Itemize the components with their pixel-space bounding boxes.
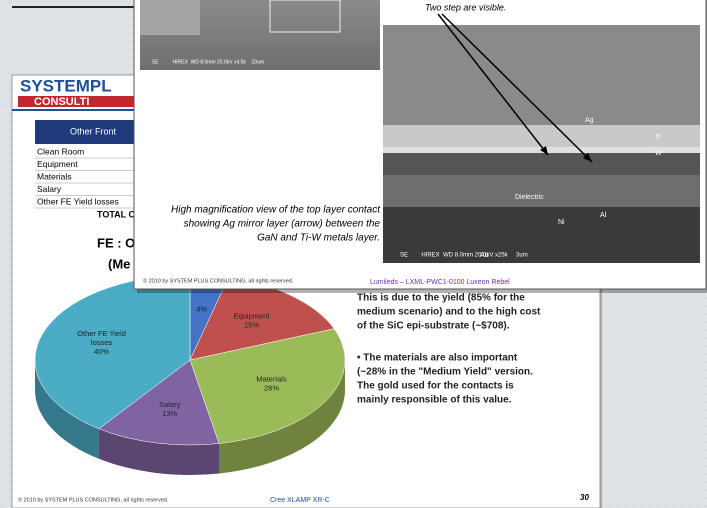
body-text: The gold used for the contacts is <box>357 381 514 392</box>
front-slide: SE HIREX WD 8.0mm 20.0kV x4.5k 10um Two … <box>12 0 707 293</box>
slice-label: 4% <box>196 304 207 313</box>
body-text: (~28% in the "Medium Yield" version. <box>357 367 533 378</box>
slice-label: 15% <box>244 321 259 330</box>
slice-label: 40% <box>94 347 109 356</box>
page-number: 30 <box>580 493 589 502</box>
pie-side <box>219 360 345 474</box>
table-row-label: Clean Room <box>37 146 84 156</box>
table-header: Other Front <box>70 126 117 136</box>
body-text: mainly responsible of this value. <box>357 395 512 406</box>
body-text: of the SiC epi-substrate (~$708). <box>357 321 510 332</box>
footer-product: Lumileds – LXML-PWC1-0100 Luxeon Rebel <box>370 279 510 286</box>
footer-product: Cree XLAMP XR-C <box>270 497 330 504</box>
slice-name: Materials <box>256 375 287 384</box>
body-text: medium scenario) and to the high cost <box>357 307 541 318</box>
table-row-label: Salary <box>37 184 62 194</box>
top-note: Two step are visible. <box>425 2 506 12</box>
image-label: Dielectric <box>515 194 544 201</box>
image-info: SE HIREX WD 8.0mm 20.0kV x4.5k 10um <box>152 59 264 65</box>
pie-side <box>35 360 99 459</box>
pie-slice <box>98 359 220 446</box>
pie-slice <box>189 328 346 444</box>
slice-label: 13% <box>162 409 177 418</box>
chart-title: FE : O <box>97 235 135 250</box>
image-label: Al <box>600 212 607 219</box>
slice-name: Salary <box>159 400 181 409</box>
slice-label: 28% <box>264 384 279 393</box>
table-row-label: Other FE Yield losses <box>37 196 119 206</box>
footer-copyright: © 2010 by SYSTEM PLUS CONSULTING, all ri… <box>18 496 169 503</box>
logo-subtext: CONSULTI <box>34 96 89 108</box>
table-row-label: Materials <box>37 171 71 181</box>
image-label: W <box>655 150 662 157</box>
footer-copyright: © 2010 by SYSTEM PLUS CONSULTING, all ri… <box>143 277 294 284</box>
image-info: SE HIREX WD 8.0mm 20.0kV x25k 3um <box>400 253 528 259</box>
chart-title: (Me <box>108 256 130 271</box>
caption: High magnification view of the top layer… <box>171 205 381 216</box>
image-label: Au <box>480 252 489 259</box>
image-label: Ti <box>655 134 661 141</box>
slice-name: Other FE Yield <box>77 329 126 338</box>
image-label: Ni <box>558 219 565 226</box>
body-text: This is due to the yield (85% for the <box>357 293 525 304</box>
logo-text: SYSTEMPL <box>20 76 112 95</box>
pie-side <box>98 428 220 475</box>
caption: GaN and Ti-W metals layer. <box>257 233 380 244</box>
table-total: TOTAL C <box>97 209 136 219</box>
table-row-label: Equipment <box>37 159 78 169</box>
slice-name: losses <box>91 338 113 347</box>
body-text: • The materials are also important <box>357 353 518 364</box>
slice-name: Equipment <box>234 312 271 321</box>
image-label: Ag <box>585 117 594 124</box>
caption: showing Ag mirror layer (arrow) between … <box>184 219 381 230</box>
